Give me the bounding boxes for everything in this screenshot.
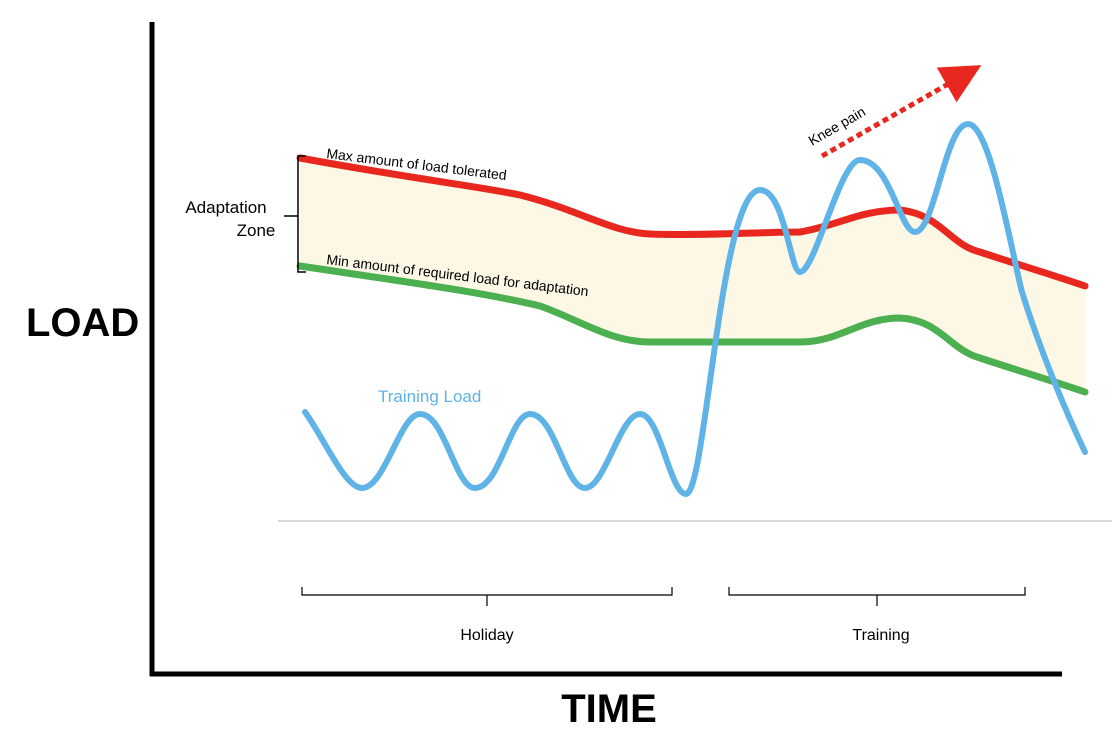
training-period-label: Training — [852, 627, 909, 644]
training-load-label: Training Load — [378, 387, 481, 406]
training-load-line — [302, 121, 1088, 497]
y-axis-title: LOAD — [26, 301, 139, 345]
adaptation-zone-bracket — [284, 155, 306, 273]
min-load-line — [296, 262, 1089, 396]
knee-pain-label: Knee pain — [806, 103, 869, 148]
holiday-bracket — [301, 587, 673, 606]
knee-pain-arrow — [820, 65, 982, 159]
adaptation-zone-label-line1: Adaptation — [185, 198, 266, 217]
adaptation-zone-label-line2: Zone — [237, 221, 276, 240]
max-load-line — [296, 154, 1089, 290]
adaptation-zone-fill — [300, 158, 1085, 392]
holiday-label: Holiday — [460, 627, 513, 644]
training-bracket — [728, 587, 1026, 606]
x-axis-title: TIME — [561, 687, 657, 731]
